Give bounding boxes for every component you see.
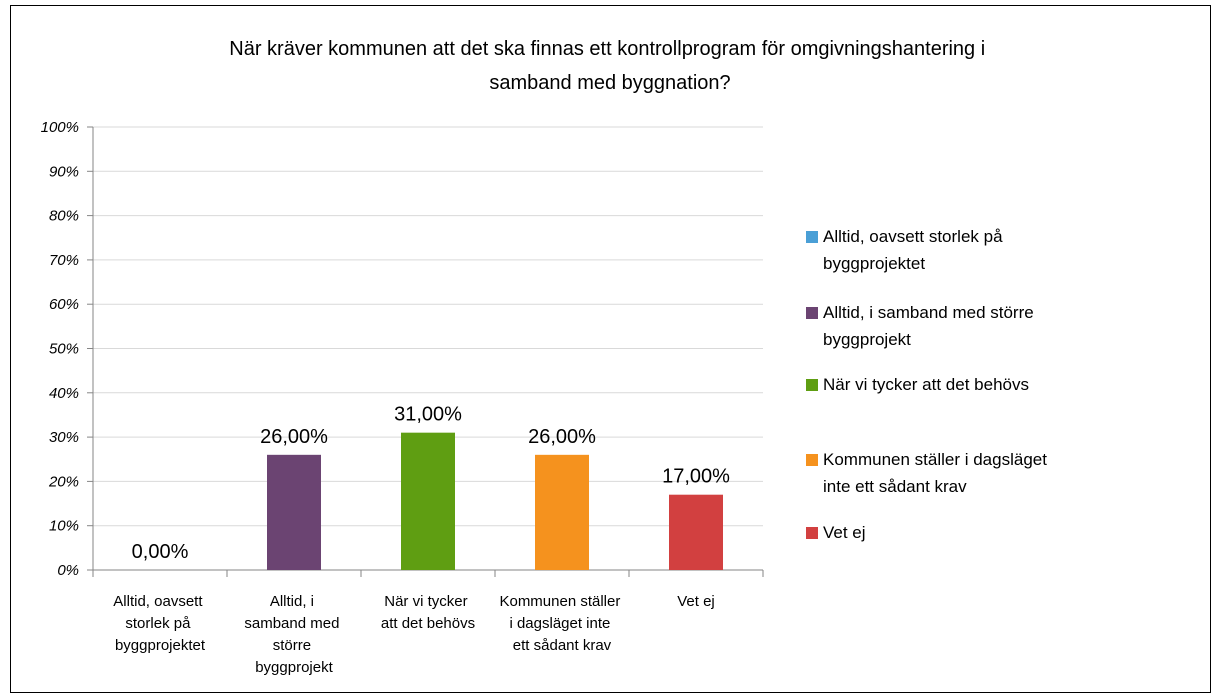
legend-label-line: Alltid, i samband med större <box>823 303 1038 322</box>
legend-label-line: byggprojektet <box>823 254 925 273</box>
x-tick-label-line: att det behövs <box>381 615 475 632</box>
data-label: 26,00% <box>528 426 596 448</box>
bar <box>267 454 321 570</box>
data-label: 17,00% <box>662 466 730 488</box>
legend-swatch <box>806 454 818 466</box>
x-tick-label-line: ett sådant krav <box>513 637 612 654</box>
legend-label-line: inte ett sådant krav <box>823 477 967 496</box>
legend-label-line: När vi tycker att det behövs <box>823 375 1029 394</box>
x-tick-label-line: samband med <box>244 615 343 632</box>
legend-label: När vi tycker att det behövs <box>823 375 1029 394</box>
x-tick-label: Kommunen ställer i dagsläget inte ett så… <box>499 593 624 654</box>
y-tick-label: 0% <box>57 562 79 579</box>
x-tick-label: Alltid, oavsett storlek på byggprojektet <box>113 593 206 654</box>
data-label: 0,00% <box>132 541 189 563</box>
x-tick-label-line: Alltid, i <box>270 593 318 610</box>
y-tick-label: 70% <box>49 252 79 269</box>
x-tick-label-line: byggprojektet <box>115 637 206 654</box>
y-tick-label: 90% <box>49 163 79 180</box>
legend-swatch <box>806 527 818 539</box>
chart-title-line: samband med byggnation? <box>489 72 730 94</box>
x-tick-label-line: större <box>273 637 316 654</box>
y-tick-label: 30% <box>49 429 79 446</box>
x-tick-label-line: Vet ej <box>677 593 715 610</box>
chart-title-line: När kräver kommunen att det ska finnas e… <box>229 38 990 60</box>
data-label: 31,00% <box>394 404 462 426</box>
legend-label-line: Kommunen ställer i dagsläget <box>823 450 1052 469</box>
y-tick-label: 80% <box>49 208 79 225</box>
x-tick-label-line: Kommunen ställer <box>499 593 624 610</box>
y-tick-label: 20% <box>48 473 79 490</box>
bar <box>535 454 589 570</box>
legend-label-line: Vet ej <box>823 523 866 542</box>
y-tick-label: 10% <box>49 518 79 535</box>
legend-label: Alltid, i samband med större byggprojekt <box>823 303 1038 349</box>
legend-label: Alltid, oavsett storlek på byggprojektet <box>823 227 1007 273</box>
y-tick-label: 50% <box>49 341 79 358</box>
y-tick-label: 60% <box>49 296 79 313</box>
x-tick-label: När vi tycker att det behövs <box>381 593 475 632</box>
legend-swatch <box>806 379 818 391</box>
legend-label-line: byggprojekt <box>823 330 911 349</box>
legend-label: Kommunen ställer i dagsläget inte ett så… <box>823 450 1052 496</box>
legend-swatch <box>806 231 818 243</box>
y-tick-label: 100% <box>41 119 79 136</box>
x-tick-label: Vet ej <box>677 593 715 610</box>
legend-swatch <box>806 307 818 319</box>
chart-title: När kräver kommunen att det ska finnas e… <box>229 38 990 94</box>
legend-label: Vet ej <box>823 523 866 542</box>
x-tick-label-line: byggprojekt <box>255 659 333 676</box>
bar <box>669 494 723 570</box>
x-tick-label-line: i dagsläget inte <box>509 615 614 632</box>
y-tick-label: 40% <box>49 385 79 402</box>
legend-label-line: Alltid, oavsett storlek på <box>823 227 1007 246</box>
bar <box>401 432 455 570</box>
x-tick-label-line: Alltid, oavsett <box>113 593 206 610</box>
x-tick-label-line: När vi tycker <box>384 593 472 610</box>
x-tick-label: Alltid, i samband med större byggprojekt <box>244 593 343 676</box>
x-tick-label-line: storlek på <box>125 615 194 632</box>
data-label: 26,00% <box>260 426 328 448</box>
